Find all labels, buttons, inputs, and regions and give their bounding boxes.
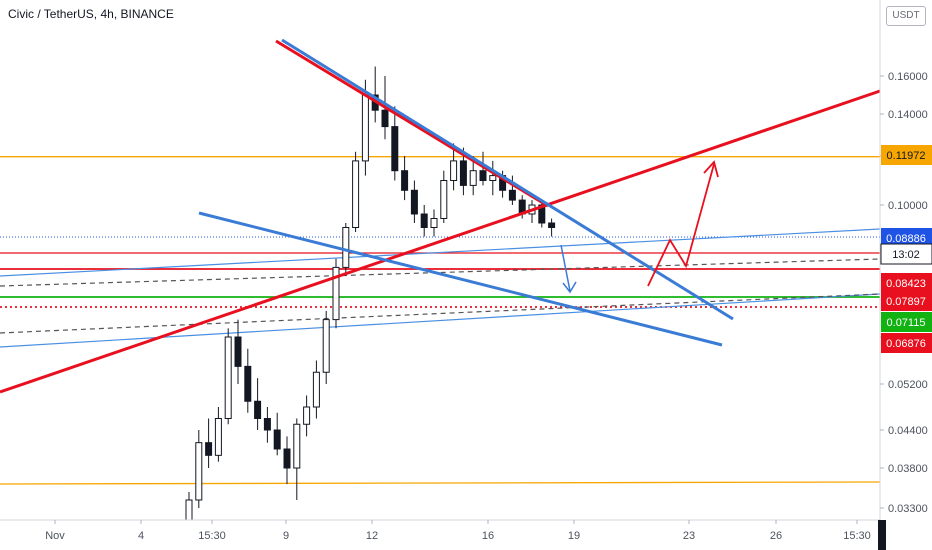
candle-body — [548, 222, 556, 228]
price-label-0.11972: 0.11972 — [887, 150, 926, 162]
blue-lower-trendline — [198, 211, 723, 347]
candle-body — [352, 160, 360, 228]
candle-body — [254, 400, 262, 419]
price-label-box — [880, 243, 932, 265]
x-tick-label: 16 — [482, 530, 494, 542]
candle-body — [205, 442, 213, 456]
x-tick-label: 4 — [138, 530, 144, 542]
candle-body — [538, 204, 546, 224]
red-arrow-head — [703, 160, 719, 178]
candle-body — [469, 170, 477, 186]
dashed-line-bottom — [0, 293, 881, 334]
trendlines — [0, 228, 881, 348]
candle-body — [479, 170, 487, 181]
price-label-0.07115: 0.07115 — [887, 317, 926, 329]
candle-body — [361, 94, 369, 162]
price-label-box — [881, 228, 932, 248]
x-tick-label: 23 — [683, 530, 695, 542]
price-label-box — [881, 312, 932, 332]
blue-falling-trendline — [281, 38, 734, 321]
price-label-box — [881, 273, 932, 293]
candle-body — [234, 336, 242, 367]
candle-body — [214, 418, 222, 456]
axis-corner — [878, 520, 886, 550]
candle-body — [332, 266, 340, 321]
red-rising-trendline — [0, 89, 881, 394]
candle-body — [489, 175, 497, 182]
candles — [185, 66, 556, 521]
price-label-13:02: 13:02 — [892, 249, 920, 261]
candle-body — [401, 170, 409, 191]
dashed-line-top — [0, 258, 881, 287]
y-tick-label: 0.14000 — [888, 109, 928, 121]
candle-body — [185, 499, 193, 521]
candle-body — [391, 126, 399, 172]
candle-body — [508, 189, 516, 201]
price-label-0.08423: 0.08423 — [886, 278, 926, 290]
candle-body — [342, 227, 350, 268]
candle-body — [430, 218, 438, 228]
price-label-box — [881, 145, 932, 165]
candle-body — [322, 319, 330, 373]
candle-body — [224, 336, 232, 419]
y-tick-label: 0.05200 — [888, 379, 928, 391]
candle-body — [244, 365, 252, 402]
y-tick-label: 0.16000 — [888, 71, 928, 83]
price-label-0.08886: 0.08886 — [886, 233, 926, 245]
y-tick-label: 0.03800 — [888, 463, 928, 475]
x-tick-label: 9 — [283, 530, 289, 542]
candle-body — [283, 448, 291, 469]
currency-button[interactable]: USDT — [886, 6, 926, 26]
price-label-box — [881, 333, 932, 353]
price-label-box — [881, 291, 932, 311]
y-tick-label: 0.03300 — [888, 503, 928, 515]
red-arrow-path — [647, 163, 715, 287]
candle-body — [381, 109, 389, 128]
x-tick-label: 26 — [770, 530, 782, 542]
price-label-0.07897: 0.07897 — [886, 296, 926, 308]
red-falling-trendline — [275, 39, 549, 208]
y-tick-label: 0.04400 — [888, 425, 928, 437]
candle-body — [303, 406, 311, 425]
x-tick-label: 15:30 — [198, 530, 226, 542]
horizontal-levels — [0, 156, 881, 485]
candle-body — [263, 418, 271, 431]
candle-body — [410, 189, 418, 215]
blue-channel-bottom — [0, 293, 881, 348]
candle-body — [440, 180, 448, 219]
candle-body — [195, 442, 203, 501]
x-tick-label: Nov — [45, 530, 65, 542]
x-tick-label: 19 — [568, 530, 580, 542]
candle-body — [459, 160, 467, 186]
candle-body — [293, 423, 301, 469]
candle-body — [312, 371, 320, 408]
chart-title: Civic / TetherUS, 4h, BINANCE — [8, 7, 174, 21]
blue-arrow-shaft — [560, 244, 571, 292]
level-bottom-orange — [0, 481, 881, 485]
price-label-0.06876: 0.06876 — [886, 338, 926, 350]
candle-body — [450, 160, 458, 181]
blue-arrow-head — [562, 281, 577, 294]
trendlines-front — [0, 38, 881, 394]
y-tick-label: 0.10000 — [888, 200, 928, 212]
candle-body — [420, 213, 428, 228]
blue-channel-top — [0, 228, 881, 277]
x-tick-label: 15:30 — [843, 530, 871, 542]
candle-body — [273, 429, 281, 450]
price-labels: 0.11972 0.08886 13:02 0.08423 0.07897 0.07115… — [880, 145, 932, 353]
x-tick-label: 12 — [366, 530, 378, 542]
